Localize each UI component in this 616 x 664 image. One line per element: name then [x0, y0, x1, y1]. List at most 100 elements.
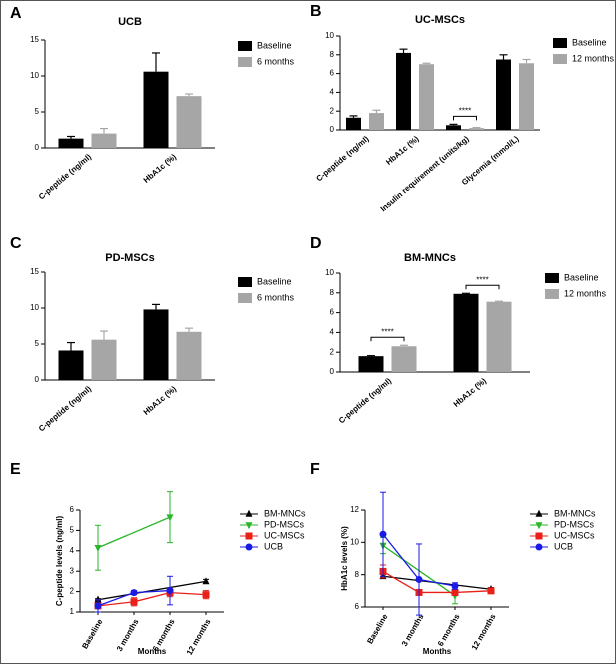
y-tick-label: 2 — [330, 106, 335, 115]
legend-label: BM-MNCs — [554, 508, 596, 518]
bar — [391, 346, 417, 372]
line — [97, 516, 171, 549]
legend-swatch — [545, 289, 559, 299]
marker — [202, 577, 210, 585]
marker — [245, 543, 253, 551]
bar — [176, 96, 202, 148]
y-tick-label: 8 — [355, 570, 360, 579]
y-axis-label: HbA1c levels (%) — [340, 526, 349, 591]
bar — [519, 63, 534, 131]
significance-label: **** — [476, 275, 488, 284]
panel-letter: F — [310, 461, 320, 478]
legend-label: Baseline — [572, 37, 607, 47]
y-tick-label: 12 — [350, 505, 359, 514]
y-tick-label: 0 — [35, 143, 40, 152]
marker — [245, 522, 253, 530]
marker — [94, 602, 102, 610]
y-tick-label: 5 — [35, 107, 40, 116]
marker — [379, 530, 387, 538]
y-tick-label: 4 — [330, 328, 335, 337]
legend-swatch — [238, 57, 252, 67]
y-tick-label: 8 — [330, 288, 335, 297]
legend-label: UCB — [554, 541, 573, 551]
y-tick-label: 0 — [330, 125, 335, 134]
y-tick-label: 6 — [355, 602, 360, 611]
bar — [58, 138, 84, 148]
significance-label: **** — [381, 327, 393, 336]
y-tick-label: 10 — [30, 303, 39, 312]
significance-bracket — [453, 115, 477, 121]
y-tick-label: 2 — [70, 587, 75, 596]
y-tick-label: 10 — [325, 268, 334, 277]
legend-swatch — [545, 273, 559, 283]
legend-label: Baseline — [564, 272, 599, 282]
marker — [94, 595, 102, 603]
y-tick-label: 8 — [330, 50, 335, 59]
y-tick-label: 6 — [330, 308, 335, 317]
bar — [369, 113, 384, 130]
marker — [487, 587, 495, 595]
bar — [469, 128, 484, 130]
legend-swatch — [553, 38, 567, 48]
y-tick-label: 6 — [70, 505, 75, 514]
marker — [245, 532, 253, 540]
bar — [446, 125, 461, 130]
legend-label: PD-MSCs — [554, 519, 594, 529]
y-tick-label: 4 — [70, 546, 75, 555]
marker — [415, 576, 423, 584]
panel-letter: A — [10, 5, 22, 22]
marker — [451, 588, 459, 596]
bar — [419, 64, 434, 130]
legend-label: 12 months — [572, 53, 615, 63]
y-tick-label: 10 — [350, 537, 359, 546]
panel-letter: E — [10, 461, 21, 478]
line — [97, 591, 207, 607]
y-tick-label: 15 — [30, 267, 39, 276]
bar — [453, 293, 479, 372]
legend-label: UC-MSCs — [264, 530, 305, 540]
bar — [58, 350, 84, 380]
y-tick-label: 0 — [330, 367, 335, 376]
marker — [130, 598, 138, 606]
bar — [396, 52, 411, 130]
legend-label: PD-MSCs — [264, 519, 304, 529]
significance-bracket — [370, 336, 405, 342]
y-tick-label: 15 — [30, 35, 39, 44]
line — [97, 580, 207, 601]
bar — [143, 309, 169, 380]
legend-label: UC-MSCs — [554, 530, 595, 540]
line — [382, 570, 492, 594]
legend-label: UCB — [264, 541, 283, 551]
marker — [166, 514, 174, 522]
marker — [535, 543, 543, 551]
panel-letter: D — [310, 235, 322, 252]
marker — [130, 589, 138, 597]
y-tick-label: 10 — [30, 71, 39, 80]
significance-label: **** — [459, 106, 471, 115]
bar — [346, 117, 361, 130]
marker — [451, 582, 459, 590]
bar — [91, 133, 117, 148]
bar — [176, 331, 202, 380]
x-axis-label: Months — [423, 647, 452, 656]
y-axis-label: C-peptide levels (ng/ml) — [55, 516, 64, 607]
y-tick-label: 6 — [330, 69, 335, 78]
marker — [535, 522, 543, 530]
marker — [166, 587, 174, 595]
y-tick-label: 0 — [35, 375, 40, 384]
y-tick-label: 5 — [70, 526, 75, 535]
bar — [486, 301, 512, 372]
legend-label: 6 months — [257, 56, 295, 66]
bar — [496, 59, 511, 130]
legend-swatch — [553, 54, 567, 64]
legend-label: Baseline — [257, 276, 292, 286]
y-tick-label: 10 — [325, 31, 334, 40]
y-tick-label: 4 — [330, 88, 335, 97]
bar — [358, 356, 384, 372]
marker — [202, 591, 210, 599]
panel-letter: C — [10, 235, 22, 252]
significance-bracket — [465, 284, 500, 290]
marker — [245, 509, 253, 517]
